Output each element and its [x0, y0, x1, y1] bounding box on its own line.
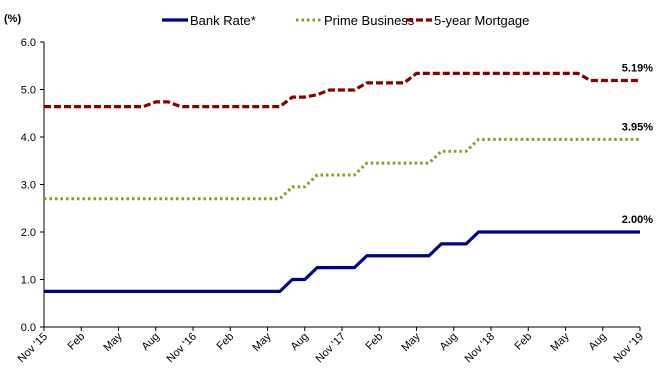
y-tick-label: 5.0: [21, 85, 36, 97]
x-tick-label: May: [101, 330, 125, 354]
x-tick-label: Feb: [363, 331, 385, 353]
y-axis: 0.0 1.0 2.0 3.0 4.0 5.0 6.0: [21, 37, 45, 334]
legend-label: 5-year Mortgage: [434, 13, 529, 28]
x-tick-label: Aug: [289, 331, 311, 353]
x-tick-label: Aug: [140, 331, 162, 353]
x-tick-label: Nov '19: [612, 331, 647, 366]
end-value-label: 5.19%: [622, 62, 653, 74]
series-line-3: [44, 71, 640, 109]
x-tick-label: Feb: [214, 331, 236, 353]
series-line-1: [44, 230, 640, 293]
y-axis-unit-label: (%): [4, 13, 21, 25]
end-value-label: 3.95%: [622, 121, 653, 133]
x-tick-label: May: [548, 330, 572, 354]
legend-label: Prime Business: [324, 13, 415, 28]
y-tick-label: 0.0: [21, 322, 36, 334]
end-value-label: 2.00%: [622, 214, 653, 226]
x-tick-label: Aug: [438, 331, 460, 353]
x-tick-label: May: [250, 330, 274, 354]
x-axis: Nov '15 Feb May Aug Nov '16 Feb May Aug Nov '17 F…: [16, 326, 647, 366]
y-tick-label: 1.0: [21, 275, 36, 287]
series-line-2: [44, 137, 640, 201]
legend-label: Bank Rate*: [190, 13, 256, 28]
y-tick-label: 6.0: [21, 37, 36, 49]
x-tick-label: Aug: [587, 331, 609, 353]
series-lines: [44, 71, 640, 293]
chart-legend: Bank Rate* Prime Business 5-year Mortgage: [162, 13, 529, 28]
y-tick-label: 3.0: [21, 180, 36, 192]
x-tick-label: Nov '15: [16, 331, 51, 366]
x-tick-label: May: [399, 330, 423, 354]
x-tick-label: Nov '18: [463, 331, 498, 366]
x-tick-label: Nov '17: [314, 331, 349, 366]
end-value-labels: 2.00% 3.95% 5.19%: [622, 62, 653, 226]
y-tick-label: 4.0: [21, 132, 36, 144]
x-tick-label: Nov '16: [165, 331, 200, 366]
x-tick-label: Feb: [65, 331, 87, 353]
x-tick-label: Feb: [512, 331, 534, 353]
y-tick-label: 2.0: [21, 227, 36, 239]
